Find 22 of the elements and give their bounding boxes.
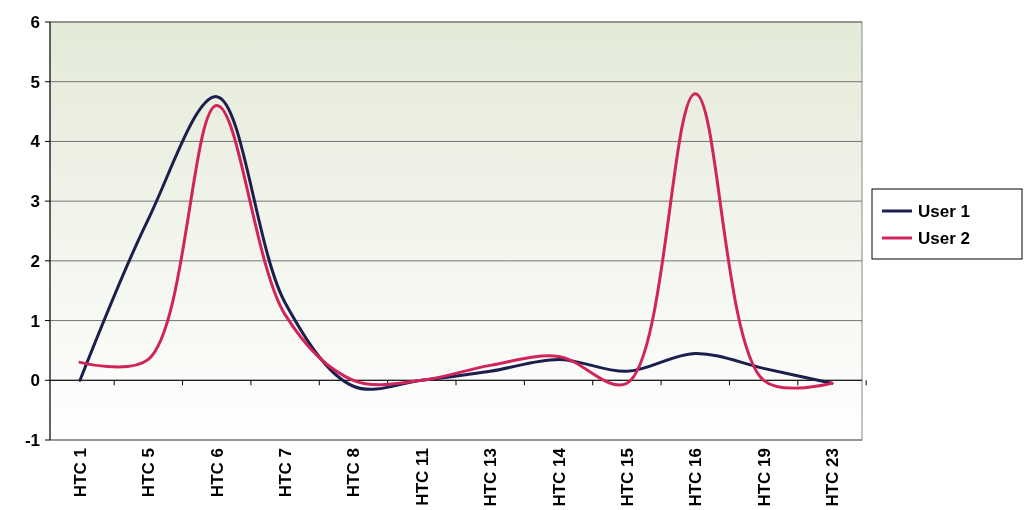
legend-label: User 1 [918,201,970,221]
y-tick-label: 1 [30,311,40,331]
x-tick-label: HTC 5 [139,448,159,498]
x-tick-label: HTC 19 [754,448,774,507]
y-tick-label: 3 [30,192,40,212]
x-tick-label: HTC 7 [276,448,296,498]
x-tick-label: HTC 14 [549,447,569,507]
x-tick-label: HTC 13 [481,448,501,507]
x-tick-label: HTC 11 [412,448,432,506]
y-tick-label: 4 [30,132,41,152]
x-tick-label: HTC 8 [344,448,364,498]
x-tick-label: HTC 15 [617,448,637,507]
x-tick-label: HTC 23 [823,448,842,507]
y-tick-label: 5 [30,72,40,92]
x-tick-label: HTC 1 [71,448,90,498]
x-tick-label: HTC 6 [207,448,227,498]
y-tick-label: 2 [30,251,40,271]
x-tick-label: HTC 16 [686,448,706,507]
y-tick-label: 0 [30,371,40,391]
legend-label: User 2 [918,228,970,248]
y-tick-label: 6 [30,12,40,32]
y-tick-label: -1 [24,430,40,450]
